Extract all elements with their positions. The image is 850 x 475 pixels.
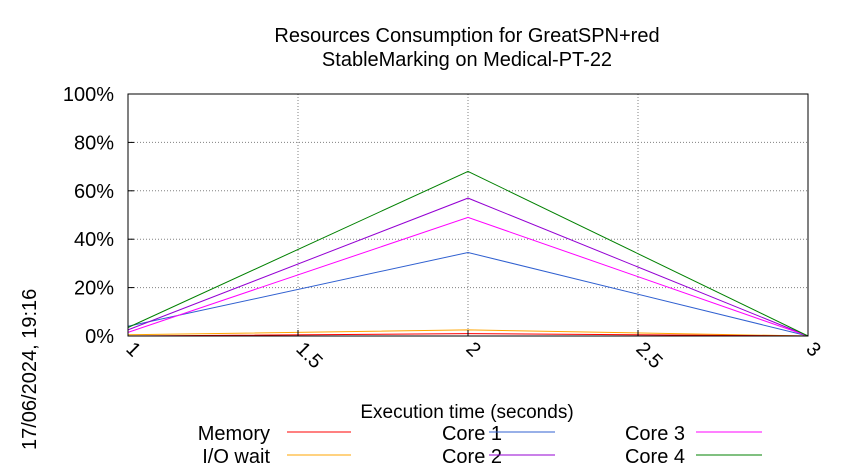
legend-label: Core 1 [442, 423, 502, 445]
x-tick-label: 2 [461, 338, 484, 361]
series-line-core-4 [127, 170, 809, 337]
legend-label: I/O wait [202, 446, 270, 468]
grid-lines [128, 94, 808, 336]
y-tick-label: 0% [85, 326, 114, 348]
legend-label: Core 4 [625, 446, 685, 468]
y-tick-label: 60% [74, 181, 114, 203]
series-line-core-3 [127, 216, 809, 337]
x-tick-label: 1.5 [291, 338, 326, 373]
series-line-core-2 [127, 197, 809, 337]
y-tick-label: 100% [63, 84, 114, 106]
timestamp-label: 17/06/2024, 19:16 [19, 289, 41, 450]
legend-label: Core 2 [442, 446, 502, 468]
x-tick-label: 1 [121, 338, 144, 361]
y-tick-label: 20% [74, 278, 114, 300]
x-tick-label: 3 [801, 338, 824, 361]
chart-subtitle: StableMarking on Medical-PT-22 [322, 49, 612, 71]
x-tick-label: 2.5 [631, 338, 666, 373]
y-tick-label: 80% [74, 132, 114, 154]
y-tick-label: 40% [74, 229, 114, 251]
chart-title: Resources Consumption for GreatSPN+red [274, 25, 659, 47]
series-line-core-1 [127, 251, 809, 337]
x-axis-label: Execution time (seconds) [360, 402, 573, 423]
series-line-i-o-wait [127, 329, 809, 337]
legend-label: Core 3 [625, 423, 685, 445]
legend-label: Memory [198, 423, 270, 445]
